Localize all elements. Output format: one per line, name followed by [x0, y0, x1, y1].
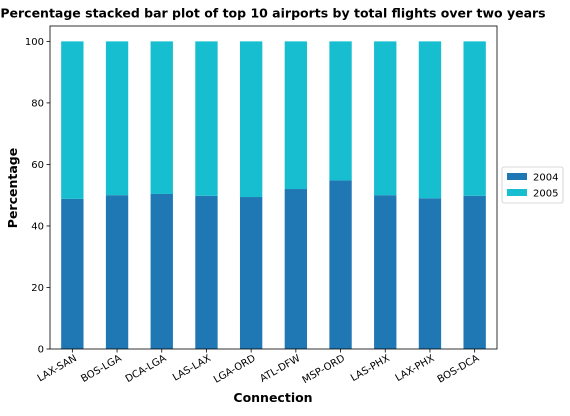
- y-tick-label: 0: [38, 345, 44, 356]
- bar-2005-LAX-SAN: [61, 41, 84, 199]
- bar-2005-DCA-LGA: [150, 41, 173, 194]
- y-tick-label: 100: [25, 37, 44, 48]
- bar-2004-MSP-ORD: [329, 180, 352, 349]
- legend-swatch-2005: [507, 189, 527, 196]
- bar-2004-ATL-DFW: [284, 189, 308, 349]
- legend-label-2004: 2004: [533, 173, 558, 184]
- x-tick-label: BOS-LGA: [79, 353, 123, 385]
- bar-2005-LAX-PHX: [418, 41, 442, 199]
- x-tick-label: ATL-DFW: [258, 353, 302, 385]
- x-axis-label: Connection: [233, 390, 312, 405]
- bar-2005-LAS-LAX: [195, 41, 218, 196]
- x-tick-label: MSP-ORD: [301, 353, 348, 386]
- y-tick-label: 40: [31, 221, 44, 232]
- y-tick-label: 60: [31, 160, 44, 171]
- y-tick-label: 20: [31, 283, 44, 294]
- bar-2004-LAS-PHX: [374, 195, 397, 349]
- x-tick-label: BOS-DCA: [436, 353, 482, 386]
- bar-2004-BOS-LGA: [105, 195, 129, 349]
- bar-2005-BOS-LGA: [105, 41, 129, 196]
- bar-2005-BOS-DCA: [463, 41, 486, 196]
- bar-2005-MSP-ORD: [329, 41, 352, 181]
- bar-2004-LAX-SAN: [61, 198, 84, 349]
- plot-frame: [49, 25, 498, 350]
- bar-2004-LAX-PHX: [418, 198, 442, 349]
- x-tick-label: LAS-PHX: [349, 353, 392, 384]
- x-tick-label: LAX-SAN: [36, 353, 79, 384]
- legend-swatch-2004: [507, 173, 527, 180]
- bar-2005-LGA-ORD: [239, 41, 263, 198]
- legend: 2004 2005: [501, 166, 564, 204]
- x-tick-label: LAX-PHX: [394, 353, 437, 384]
- x-tick-label: LGA-ORD: [212, 353, 258, 386]
- chart-title: Percentage stacked bar plot of top 10 ai…: [0, 6, 545, 21]
- bar-2004-BOS-DCA: [463, 195, 486, 349]
- plot-area: [61, 41, 486, 349]
- bar-2005-LAS-PHX: [374, 41, 397, 196]
- bar-2004-LGA-ORD: [239, 197, 263, 349]
- bar-2005-ATL-DFW: [284, 41, 308, 190]
- x-tick-label: DCA-LGA: [124, 353, 169, 385]
- legend-label-2005: 2005: [533, 189, 558, 200]
- bar-2004-LAS-LAX: [195, 195, 218, 349]
- y-tick-label: 80: [31, 98, 44, 109]
- y-axis-label: Percentage: [5, 148, 20, 228]
- x-tick-label: LAS-LAX: [171, 353, 213, 384]
- bar-2004-DCA-LGA: [150, 193, 173, 349]
